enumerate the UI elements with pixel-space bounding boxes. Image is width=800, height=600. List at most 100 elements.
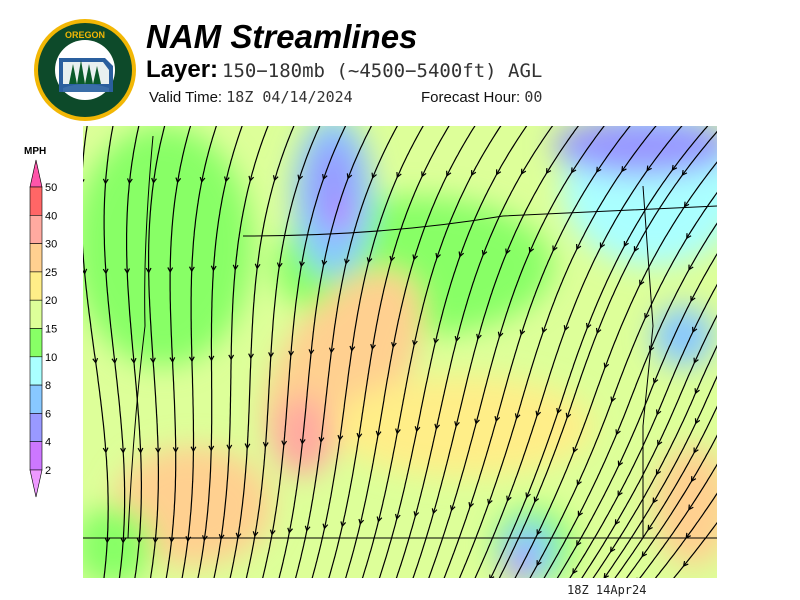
streamline-arrowhead (366, 257, 373, 264)
streamline-arrowhead (358, 518, 365, 526)
streamline-arrowhead (120, 537, 127, 544)
legend-swatch (29, 214, 43, 244)
streamline-arrowhead (610, 546, 616, 553)
streamline-arrowhead (201, 535, 208, 542)
streamline (592, 344, 717, 578)
streamline-arrowhead (585, 322, 592, 330)
streamline-arrowhead (185, 536, 192, 543)
streamline-arrowhead (337, 434, 344, 442)
legend-label: 4 (45, 437, 51, 449)
legend-label: 30 (45, 239, 57, 251)
streamline-arrowhead (623, 241, 629, 248)
legend-label: 2 (45, 465, 51, 477)
streamline-arrowhead (232, 264, 239, 271)
legend-swatch (29, 186, 43, 216)
streamline-arrowhead (671, 164, 678, 171)
streamline-arrowhead (693, 357, 699, 364)
streamline-arrowhead (617, 460, 624, 467)
streamline (654, 492, 717, 578)
legend-swatch (29, 243, 43, 273)
streamline (278, 126, 373, 578)
streamline-arrowhead (376, 516, 383, 523)
streamline (245, 126, 321, 578)
streamline-arrowhead (572, 568, 578, 575)
streamline-arrowhead (610, 396, 616, 403)
streamline-arrowhead (487, 498, 493, 506)
streamline (625, 434, 717, 578)
logo-text: OREGON (65, 30, 105, 40)
streamline (148, 126, 166, 578)
streamline-arrowhead (685, 532, 691, 539)
streamline-arrowhead (655, 409, 662, 416)
streamline-arrowhead (102, 447, 109, 454)
streamline-arrowhead (235, 532, 242, 539)
streamline (639, 463, 717, 578)
streamline (474, 126, 683, 578)
streamline-arrowhead (268, 352, 274, 359)
streamline-arrowhead (603, 572, 609, 578)
streamline-arrowhead (694, 418, 701, 425)
valid-value: 18Z 04/14/2024 (226, 88, 353, 106)
streamline-arrowhead (617, 490, 623, 497)
streamline-arrowhead (621, 166, 627, 173)
streamline-arrowhead (152, 537, 159, 544)
streamline-arrowhead (476, 333, 482, 340)
streamline-arrowhead (647, 524, 653, 531)
streamline-arrowhead (168, 536, 175, 543)
streamline-arrowhead (646, 165, 652, 172)
streamline-arrowhead (536, 529, 542, 536)
wind-speed-fill (83, 126, 717, 578)
streamline-arrowhead (468, 501, 474, 509)
streamline-arrowhead (435, 252, 441, 260)
streamline-arrowhead (449, 505, 456, 512)
streamline-arrowhead (489, 574, 495, 578)
legend-label: 25 (45, 267, 57, 279)
streamline-arrowhead (190, 446, 197, 453)
streamline-arrowhead (474, 418, 480, 425)
streamline-arrowhead (304, 525, 311, 532)
streamline (345, 126, 476, 578)
streamline-arrowhead (394, 513, 401, 520)
streamline-arrowhead (615, 429, 621, 436)
streamline-arrowhead (145, 267, 152, 274)
streamline-arrowhead (655, 469, 662, 476)
legend-swatch (29, 413, 43, 442)
forecast-hour: Forecast Hour: 00 (421, 88, 542, 106)
streamline-arrowhead (188, 356, 195, 363)
streamline-arrowhead (248, 175, 255, 182)
streamline-arrowhead (528, 246, 535, 254)
streamline-arrowhead (218, 533, 225, 541)
streamline-arrowhead (571, 167, 577, 174)
streamline-arrowhead (563, 325, 570, 332)
streamline (83, 126, 109, 578)
streamline-arrowhead (639, 279, 645, 286)
streamline-arrowhead (545, 168, 552, 175)
streamline (328, 126, 450, 578)
streamline (543, 222, 717, 578)
streamline (490, 126, 709, 578)
streamline-arrowhead (172, 447, 179, 454)
streamline-arrowhead (208, 355, 215, 362)
streamline-arrowhead (641, 551, 648, 558)
streamline-arrowhead (412, 254, 418, 261)
streamline (262, 126, 347, 578)
streamline-arrowhead (344, 258, 350, 265)
streamline-arrowhead (375, 430, 382, 437)
streamline-arrowhead (520, 168, 527, 175)
streamline-arrowhead (692, 326, 698, 333)
streamline-arrowhead (595, 327, 602, 335)
streamline (165, 126, 192, 578)
streamline-arrowhead (682, 560, 689, 567)
streamline-arrowhead (565, 412, 572, 419)
streamline-arrowhead (657, 439, 663, 447)
coastline (127, 135, 154, 539)
streamline-arrowhead (688, 504, 694, 511)
streamline-arrowhead (494, 415, 501, 423)
streamline-arrowhead (454, 421, 460, 428)
streamline-arrowhead (648, 345, 655, 352)
streamline-arrowhead (414, 426, 421, 433)
streamline-arrowhead (346, 173, 353, 180)
streamline (498, 130, 717, 578)
streamline-arrowhead (136, 537, 143, 544)
streamline-arrowhead (322, 523, 329, 530)
